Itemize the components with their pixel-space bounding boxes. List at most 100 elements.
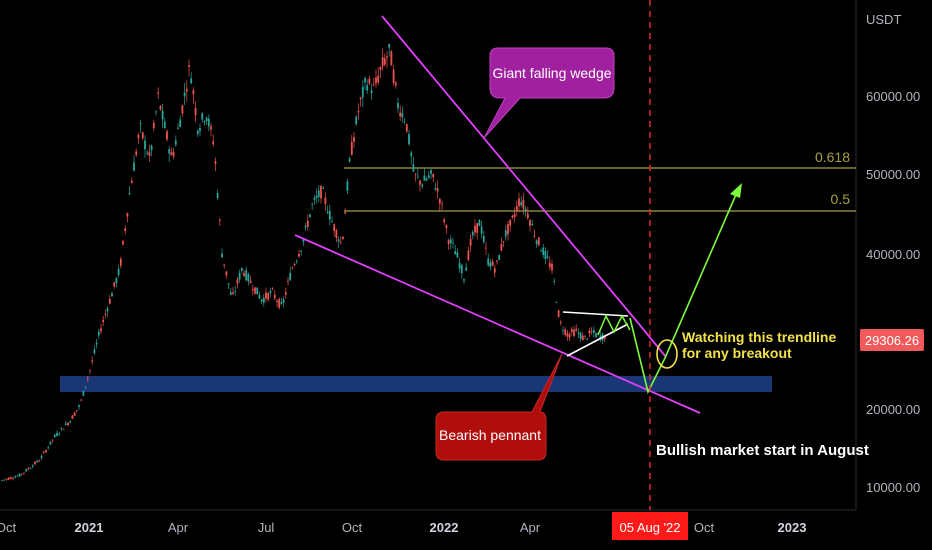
candle-body xyxy=(526,213,529,219)
candle-body xyxy=(410,152,413,157)
candle-body xyxy=(111,293,113,297)
candle-body xyxy=(298,253,300,257)
candle-body xyxy=(137,134,140,139)
candle-body xyxy=(293,263,296,266)
candle-body xyxy=(40,456,43,459)
candle-body xyxy=(5,478,8,480)
candle-body xyxy=(256,287,259,295)
x-tick-2023: 2023 xyxy=(778,520,807,535)
candle-body xyxy=(1,480,3,481)
candle-body xyxy=(337,239,340,242)
x-tick-oct-2022: Oct xyxy=(694,520,715,535)
candle-body xyxy=(509,219,512,226)
candle-body xyxy=(100,328,102,332)
candle-body xyxy=(232,292,234,294)
candle-body xyxy=(225,271,228,276)
candle-body xyxy=(546,256,549,258)
candle-body xyxy=(218,219,221,221)
candle-body xyxy=(240,267,243,271)
candle-body xyxy=(29,467,32,469)
candle-body xyxy=(282,299,285,303)
bearish-pennant-label: Bearish pennant xyxy=(439,427,541,443)
candle-body xyxy=(370,90,373,93)
candle-body xyxy=(423,175,426,181)
candle-body xyxy=(320,185,322,199)
candle-body xyxy=(416,175,419,177)
candle-body xyxy=(507,224,509,235)
candle-body xyxy=(122,240,124,245)
candle-body xyxy=(113,282,116,287)
x-tick-2021: 2021 xyxy=(75,520,104,535)
candle-body xyxy=(595,333,597,338)
candle-body xyxy=(317,190,320,197)
candle-body xyxy=(403,121,406,123)
candle-body xyxy=(500,243,503,251)
candle-body xyxy=(25,469,28,472)
x-tick-jul-2021: Jul xyxy=(258,520,275,535)
candle-body xyxy=(430,169,432,174)
y-tick-20000: 20000.00 xyxy=(866,402,920,417)
candle-body xyxy=(243,272,245,276)
candle-body xyxy=(405,124,408,132)
candle-body xyxy=(227,283,230,285)
candle-body xyxy=(205,117,208,122)
candle-body xyxy=(568,334,571,338)
candle-body xyxy=(141,132,144,139)
candle-body xyxy=(238,273,241,280)
candle-body xyxy=(359,97,362,100)
candle-body xyxy=(106,308,109,312)
candle-body xyxy=(276,300,278,303)
candle-body xyxy=(412,164,415,172)
candle-body xyxy=(377,75,380,83)
candle-body xyxy=(42,452,45,453)
candle-body xyxy=(445,225,448,229)
candle-body xyxy=(375,77,377,84)
candle-body xyxy=(588,330,591,334)
candle-body xyxy=(348,158,351,162)
candle-body xyxy=(280,302,283,304)
candle-body xyxy=(229,292,232,295)
candle-body xyxy=(542,247,545,255)
support-zone xyxy=(60,376,772,392)
y-tick-60000: 60000.00 xyxy=(866,89,920,104)
x-tick-oct-2021: Oct xyxy=(342,520,363,535)
candle-body xyxy=(20,473,23,475)
candle-body xyxy=(482,236,485,243)
candle-body xyxy=(86,378,89,379)
candle-body xyxy=(344,212,347,214)
candle-body xyxy=(311,203,314,205)
candle-body xyxy=(342,236,344,239)
candle-body xyxy=(584,335,586,337)
candle-body xyxy=(465,267,468,271)
x-tick-2022: 2022 xyxy=(430,520,459,535)
candle-body xyxy=(291,267,294,269)
bullish-start-note: Bullish market start in August xyxy=(656,442,869,459)
falling-wedge-callout xyxy=(483,47,615,139)
candle-body xyxy=(570,329,573,333)
candle-body xyxy=(350,141,353,155)
candle-body xyxy=(566,333,569,337)
candle-body xyxy=(170,152,173,156)
current-price-label: 29306.26 xyxy=(865,333,919,348)
candle-body xyxy=(333,224,336,231)
candle-body xyxy=(102,319,105,322)
candle-body xyxy=(192,90,195,95)
candle-body xyxy=(559,322,562,323)
candle-body xyxy=(540,250,542,252)
candle-body xyxy=(214,161,217,164)
candle-body xyxy=(443,219,446,223)
candle-body xyxy=(262,297,265,303)
candle-body xyxy=(419,180,421,185)
candle-body xyxy=(548,262,551,268)
candle-body xyxy=(234,290,237,292)
x-tick-apr-2022: Apr xyxy=(520,520,541,535)
candle-body xyxy=(518,198,520,207)
candle-body xyxy=(3,479,6,481)
candle-body xyxy=(399,112,402,117)
candle-body xyxy=(45,450,47,453)
candle-body xyxy=(287,280,289,282)
candle-body xyxy=(441,203,443,205)
candle-body xyxy=(485,247,487,249)
